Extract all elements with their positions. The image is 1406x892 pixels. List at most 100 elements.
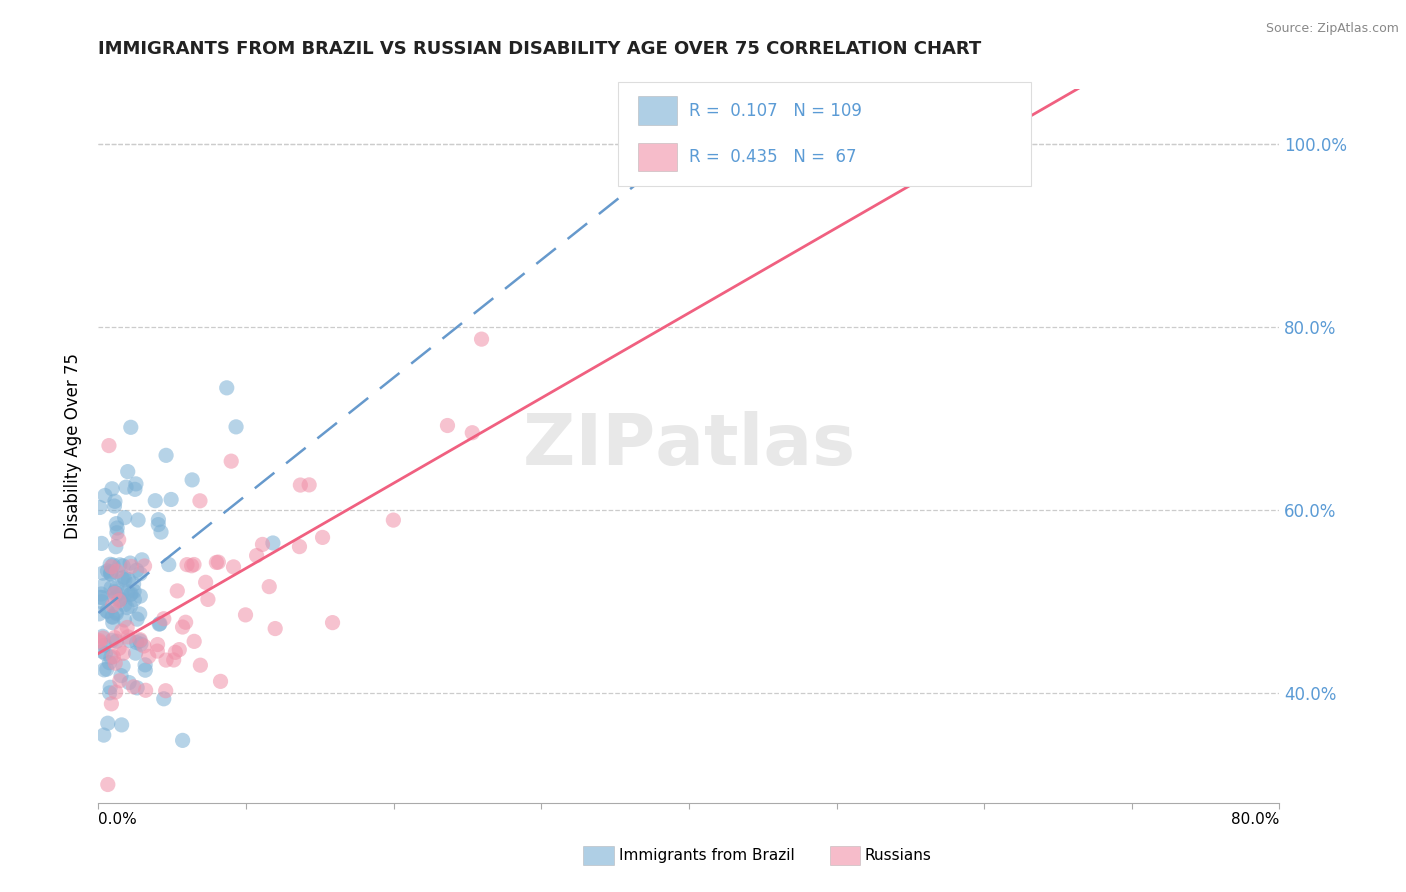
Point xyxy=(257,580,280,594)
Point xyxy=(104,591,127,606)
Point xyxy=(105,634,128,648)
Point xyxy=(91,629,114,643)
Text: ZIP​atlas: ZIP​atlas xyxy=(523,411,855,481)
Point xyxy=(146,638,169,652)
Point xyxy=(89,607,111,621)
Point xyxy=(96,604,118,618)
FancyBboxPatch shape xyxy=(638,96,678,125)
Point xyxy=(149,616,172,631)
Point xyxy=(138,649,160,664)
Point xyxy=(90,595,112,609)
Point xyxy=(103,499,125,513)
Point xyxy=(150,525,173,540)
Point xyxy=(134,558,156,573)
Point xyxy=(101,599,124,613)
Point xyxy=(152,691,174,706)
Point xyxy=(104,584,127,599)
Point xyxy=(90,536,112,550)
Point xyxy=(104,605,127,619)
Point xyxy=(115,620,138,634)
Point xyxy=(225,420,247,434)
Text: Russians: Russians xyxy=(865,848,932,863)
Point xyxy=(135,683,157,698)
Point xyxy=(98,656,121,670)
Point xyxy=(125,476,148,491)
Point xyxy=(252,537,274,551)
Point xyxy=(152,612,174,626)
Point xyxy=(207,555,229,569)
Point xyxy=(157,558,180,572)
Point xyxy=(90,587,112,601)
Point xyxy=(197,592,219,607)
Point xyxy=(322,615,344,630)
Point xyxy=(114,598,136,612)
Point xyxy=(172,733,194,747)
Point xyxy=(108,641,131,656)
Point xyxy=(311,530,333,544)
Point xyxy=(117,630,139,644)
Point xyxy=(103,649,125,664)
FancyBboxPatch shape xyxy=(638,143,678,171)
Point xyxy=(180,558,202,573)
Point xyxy=(105,521,128,535)
Point xyxy=(125,612,148,626)
Point xyxy=(110,592,132,607)
Point xyxy=(169,642,191,657)
Point xyxy=(94,647,117,661)
Point xyxy=(104,685,127,699)
Point xyxy=(166,583,188,598)
Text: Source: ZipAtlas.com: Source: ZipAtlas.com xyxy=(1265,22,1399,36)
Point xyxy=(155,448,177,462)
Point xyxy=(160,492,183,507)
Point xyxy=(131,553,153,567)
Point xyxy=(114,510,136,524)
Y-axis label: Disability Age Over 75: Disability Age Over 75 xyxy=(65,353,83,539)
Point xyxy=(127,513,149,527)
Point xyxy=(101,610,124,624)
Point xyxy=(100,565,122,579)
Point xyxy=(112,570,135,584)
Point xyxy=(124,483,146,497)
Point xyxy=(209,674,232,689)
Point xyxy=(89,591,111,605)
Point xyxy=(222,560,245,574)
Point xyxy=(183,634,205,648)
Point xyxy=(148,617,170,632)
Point xyxy=(110,668,132,682)
Point xyxy=(105,581,128,595)
Point xyxy=(105,525,128,540)
Point xyxy=(246,549,269,563)
Point xyxy=(190,658,212,673)
Text: 80.0%: 80.0% xyxy=(1232,812,1279,827)
Point xyxy=(97,777,120,791)
Point xyxy=(115,480,138,494)
Point xyxy=(97,716,120,731)
Point xyxy=(100,581,122,595)
Point xyxy=(100,566,122,581)
Point xyxy=(129,632,152,647)
Point xyxy=(104,631,127,645)
Point xyxy=(194,575,217,590)
Point xyxy=(155,683,177,698)
Point xyxy=(93,578,115,592)
Point xyxy=(134,657,156,672)
Point xyxy=(174,615,197,630)
Point xyxy=(91,631,114,645)
Point xyxy=(290,478,312,492)
Point xyxy=(125,563,148,577)
Point xyxy=(112,646,135,660)
Point xyxy=(120,420,142,434)
Point xyxy=(93,663,115,677)
Point xyxy=(163,653,186,667)
Point xyxy=(111,586,134,600)
Point xyxy=(120,587,142,601)
Point xyxy=(172,620,194,634)
Point xyxy=(122,584,145,599)
Point xyxy=(129,637,152,651)
Text: R =  0.435   N =  67: R = 0.435 N = 67 xyxy=(689,148,856,166)
Point xyxy=(100,697,122,711)
Point xyxy=(122,577,145,591)
Point xyxy=(117,465,139,479)
Point xyxy=(127,681,149,695)
Point xyxy=(470,332,492,346)
